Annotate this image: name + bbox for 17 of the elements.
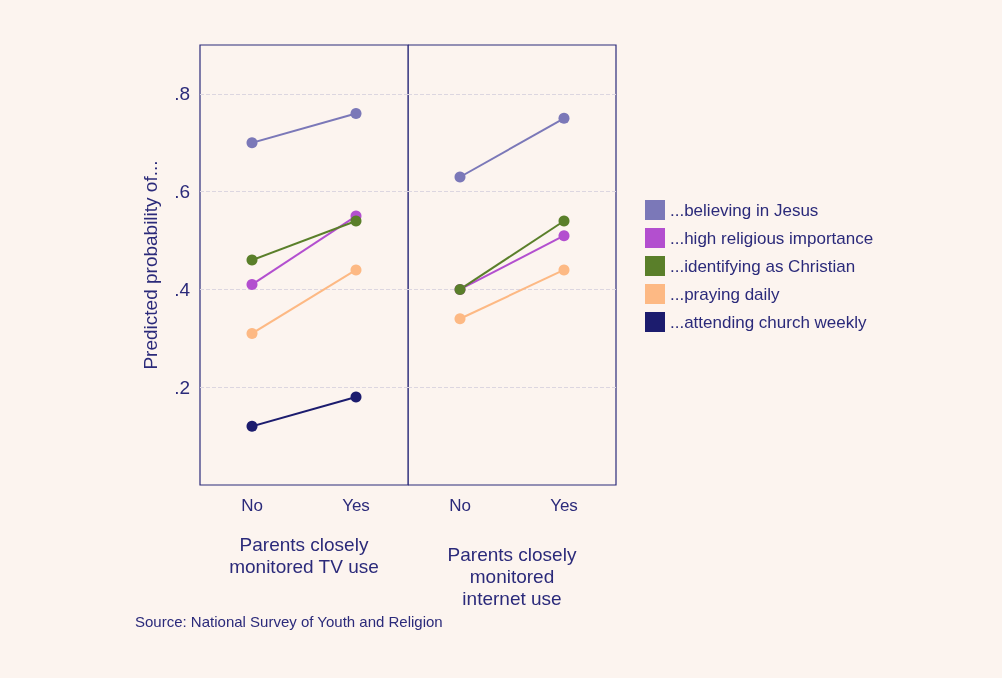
- y-tick-label: .4: [174, 278, 191, 300]
- y-axis-title: Predicted probability of...: [140, 160, 161, 370]
- y-tick-label: .8: [174, 83, 190, 105]
- legend-label: ...high religious importance: [670, 228, 874, 248]
- source-note: Source: National Survey of Youth and Religion: [135, 613, 443, 630]
- x-tick-label: No: [241, 496, 263, 515]
- x-axis-title: Parents closely monitored internet use: [447, 543, 577, 609]
- x-axis-title: Parents closely monitored TV use: [229, 533, 379, 577]
- legend-label: ...praying daily: [670, 284, 781, 304]
- x-tick-label: Yes: [342, 496, 370, 515]
- y-tick-label: .6: [174, 181, 190, 203]
- y-tick-label: .2: [174, 376, 190, 398]
- legend-label: ...attending church weekly: [670, 312, 868, 332]
- x-tick-label: Yes: [550, 496, 578, 515]
- legend-label: ...identifying as Christian: [670, 256, 856, 276]
- x-tick-label: No: [449, 496, 471, 515]
- legend-label: ...believing in Jesus: [670, 200, 819, 220]
